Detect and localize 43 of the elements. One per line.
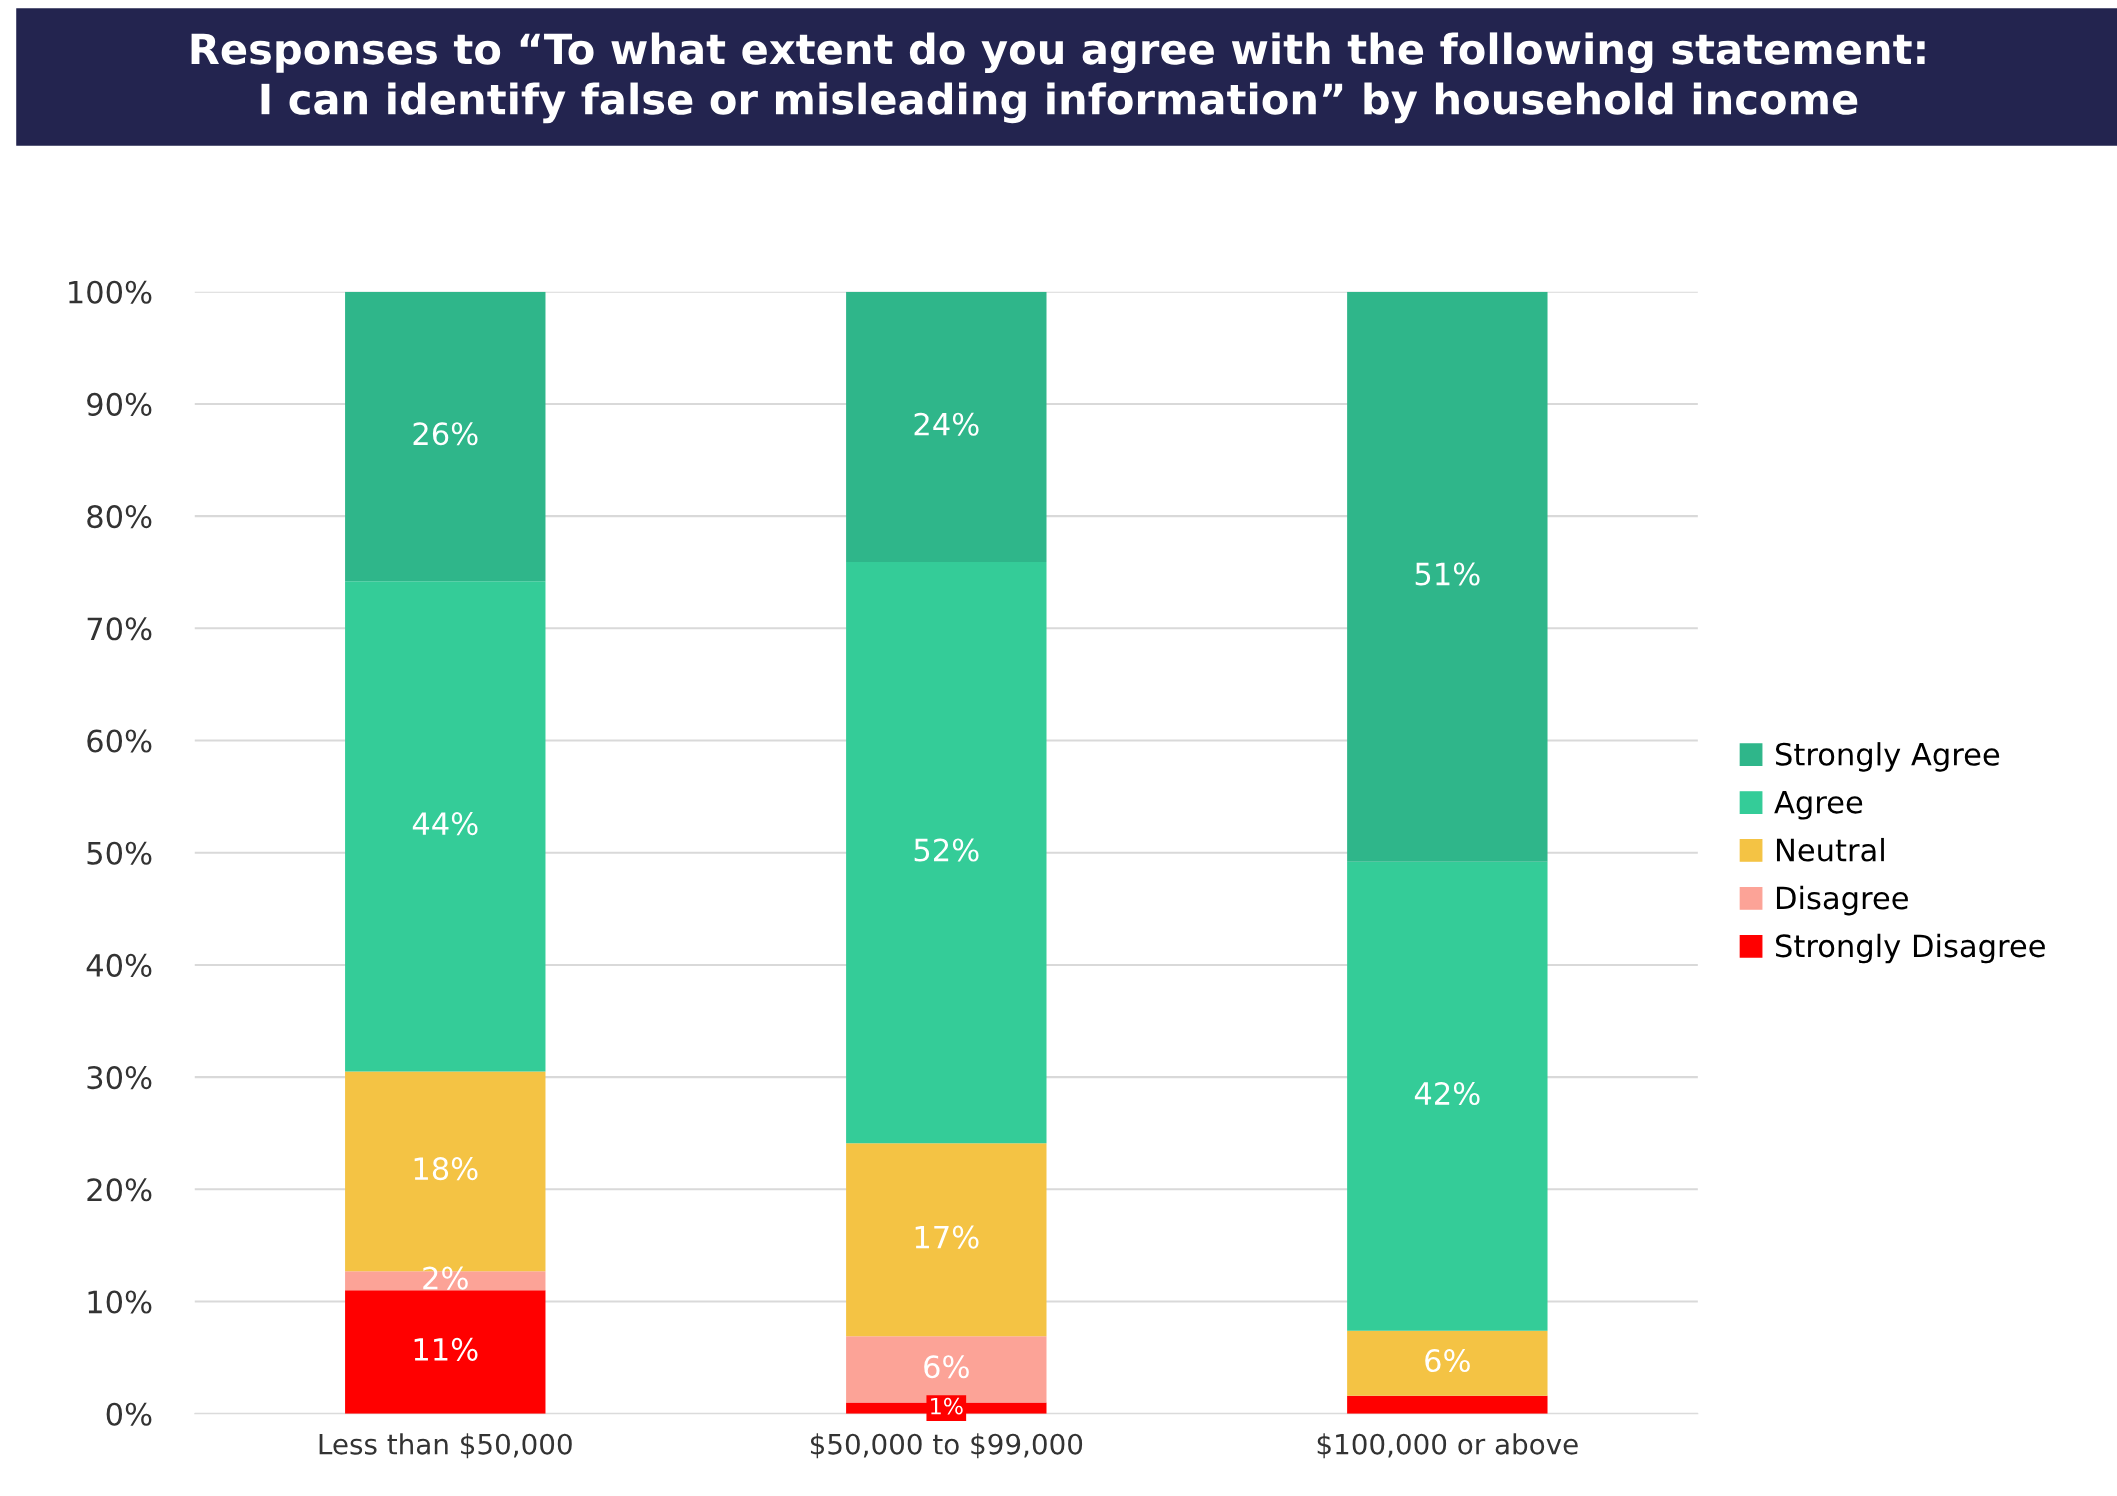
legend-label: Neutral (1776, 837, 1884, 862)
bar (1347, 861, 1548, 1331)
data-label: 17% (915, 1225, 979, 1249)
y-tick-label: 30% (87, 1066, 152, 1090)
bar (345, 291, 546, 582)
bar (345, 1290, 546, 1414)
bar (1347, 1395, 1548, 1414)
y-tick-label: 80% (87, 505, 152, 529)
y-tick-label: 0% (106, 1402, 152, 1426)
data-label: 6% (1425, 1348, 1470, 1373)
y-tick-label: 90% (87, 392, 152, 416)
chart-title: Responses to “To what extent do you agree with the following statement: I can identify false or misleading information” by household income (191, 32, 1925, 124)
data-label: 44% (412, 812, 478, 836)
y-tick-label: 70% (87, 617, 152, 641)
legend-label: Agree (1774, 790, 1863, 820)
bar (846, 1143, 1047, 1337)
data-label: 2% (423, 1266, 468, 1290)
legend-label: Strongly Disagree (1775, 933, 2045, 964)
bar (1347, 291, 1548, 862)
data-label: 52% (914, 838, 979, 862)
x-tick-label: Less than $50,000 (319, 1433, 572, 1459)
y-tick-label: 100% (69, 280, 152, 304)
bar (846, 562, 1047, 1144)
bar (1347, 1330, 1548, 1396)
y-tick-label: 40% (86, 953, 152, 977)
data-label: 24% (914, 412, 979, 436)
y-tick-label: 50% (87, 841, 152, 865)
legend-label: Disagree (1776, 885, 1908, 916)
y-tick-label: 10% (88, 1290, 152, 1314)
data-label: 11% (414, 1337, 478, 1361)
data-label: 18% (414, 1157, 478, 1181)
data-label: 51% (1415, 562, 1480, 586)
legend-label: Strongly Agree (1775, 742, 2000, 772)
bar (345, 581, 546, 1072)
data-label: 6% (924, 1355, 969, 1379)
y-tick-label: 20% (87, 1178, 152, 1202)
data-label: 1% (931, 1397, 963, 1415)
y-tick-label: 60% (87, 729, 152, 753)
data-label: 42% (1414, 1081, 1480, 1106)
data-label: 26% (413, 422, 478, 446)
x-tick-label: $50,000 to $99,000 (810, 1433, 1083, 1459)
x-tick-label: $100,000 or above (1317, 1433, 1578, 1459)
bar (846, 291, 1047, 563)
